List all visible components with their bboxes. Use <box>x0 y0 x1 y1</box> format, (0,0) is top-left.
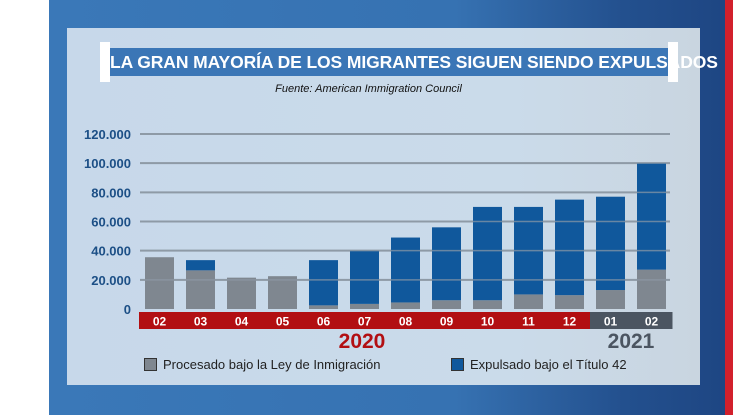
red-accent-stripe <box>725 0 733 415</box>
bar-expelled <box>596 196 625 291</box>
legend-label-processed: Procesado bajo la Ley de Inmigración <box>163 357 381 372</box>
x-tick-label: 02 <box>153 315 167 329</box>
bar-processed <box>268 276 297 309</box>
x-tick-label: 02 <box>645 315 659 329</box>
x-tick-label: 08 <box>399 315 413 329</box>
bar-expelled <box>309 260 338 306</box>
x-tick-label: 10 <box>481 315 495 329</box>
bar-expelled <box>350 250 379 304</box>
legend-swatch-expelled <box>451 358 464 371</box>
legend-item-expelled: Expulsado bajo el Título 42 <box>451 357 627 372</box>
x-category-band <box>221 312 263 329</box>
x-tick-label: 01 <box>604 315 618 329</box>
x-tick-label: 03 <box>194 315 208 329</box>
x-category-band <box>631 312 673 329</box>
title-accent-left <box>100 42 110 82</box>
bar-expelled <box>637 163 666 270</box>
x-tick-label: 04 <box>235 315 249 329</box>
y-tick-label: 80.000 <box>91 185 131 200</box>
bar-processed <box>391 302 420 309</box>
y-tick-label: 20.000 <box>91 273 131 288</box>
x-category-band <box>385 312 427 329</box>
x-category-band <box>262 312 304 329</box>
bar-processed <box>596 290 625 309</box>
bar-processed <box>145 257 174 309</box>
x-category-band <box>180 312 222 329</box>
x-tick-label: 12 <box>563 315 577 329</box>
bar-expelled <box>391 237 420 303</box>
legend-label-expelled: Expulsado bajo el Título 42 <box>470 357 627 372</box>
x-tick-label: 06 <box>317 315 331 329</box>
bar-expelled <box>186 260 215 271</box>
bar-expelled <box>432 227 461 301</box>
x-tick-label: 11 <box>522 315 535 329</box>
bar-processed <box>432 300 461 309</box>
y-tick-label: 40.000 <box>91 244 131 259</box>
x-category-band <box>344 312 386 329</box>
x-category-band <box>549 312 591 329</box>
bar-processed <box>309 305 338 309</box>
x-category-band <box>139 312 181 329</box>
x-tick-label: 07 <box>358 315 372 329</box>
bar-processed <box>227 277 256 309</box>
legend-item-processed: Procesado bajo la Ley de Inmigración <box>144 357 381 372</box>
legend-swatch-processed <box>144 358 157 371</box>
y-tick-label: 100.000 <box>84 156 131 171</box>
bar-processed <box>514 294 543 309</box>
chart-title: LA GRAN MAYORÍA DE LOS MIGRANTES SIGUEN … <box>110 48 718 76</box>
bar-processed <box>637 269 666 309</box>
y-tick-label: 0 <box>124 302 131 317</box>
year-label-2020: 2020 <box>339 330 386 353</box>
year-label-2021: 2021 <box>608 330 655 353</box>
chart-source: Fuente: American Immigration Council <box>275 83 462 95</box>
title-accent-right <box>668 42 678 82</box>
bar-processed <box>555 295 584 309</box>
bar-processed <box>473 300 502 309</box>
x-category-band <box>303 312 345 329</box>
bar-processed <box>350 303 379 309</box>
x-tick-label: 05 <box>276 315 290 329</box>
bar-processed <box>186 270 215 309</box>
x-tick-label: 09 <box>440 315 454 329</box>
x-category-band <box>508 312 550 329</box>
y-tick-label: 120.000 <box>84 127 131 142</box>
y-tick-label: 60.000 <box>91 215 131 230</box>
x-category-band <box>590 312 632 329</box>
x-category-band <box>467 312 509 329</box>
x-category-band <box>426 312 468 329</box>
bar-expelled <box>473 206 502 301</box>
bar-expelled <box>555 199 584 296</box>
